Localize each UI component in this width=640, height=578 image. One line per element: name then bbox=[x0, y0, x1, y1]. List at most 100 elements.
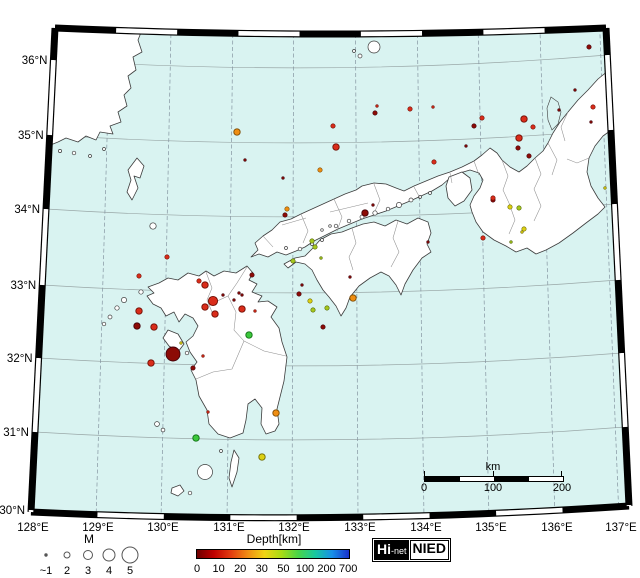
boundary-line bbox=[329, 202, 369, 213]
frame-segment bbox=[622, 426, 632, 506]
boundary-line bbox=[227, 295, 245, 342]
map-frame bbox=[27, 24, 633, 522]
boundary-line bbox=[533, 157, 542, 222]
magnitude-legend-circle bbox=[44, 553, 48, 557]
axis-labels: 36°N 35°N 34°N 33°N 32°N 31°N 30°N 128°E 129°E 13… bbox=[0, 55, 637, 534]
quake-marker bbox=[557, 108, 561, 112]
frame-segment bbox=[605, 54, 614, 131]
frame-segment bbox=[51, 27, 58, 61]
boundary-line bbox=[390, 220, 400, 268]
frame-segment bbox=[496, 507, 563, 516]
island bbox=[58, 149, 62, 153]
meridian-line bbox=[416, 26, 425, 520]
frame-segment bbox=[619, 352, 628, 428]
meridian-line bbox=[539, 26, 556, 520]
coastline bbox=[37, 19, 147, 149]
boundary-line bbox=[300, 213, 309, 244]
boundary-line bbox=[243, 340, 287, 357]
hinet-logo-left: Hi -net bbox=[374, 540, 409, 560]
quake-marker bbox=[520, 115, 528, 123]
quake-marker bbox=[515, 145, 521, 151]
frame-segment bbox=[612, 203, 621, 281]
quake-marker bbox=[375, 104, 379, 108]
island bbox=[297, 246, 303, 252]
quake-marker bbox=[431, 105, 435, 109]
quake-marker bbox=[464, 144, 468, 148]
scalebar-segment bbox=[425, 477, 460, 481]
frame-segment bbox=[32, 357, 41, 433]
boundary-line bbox=[214, 266, 248, 303]
lon-label: 128°E bbox=[17, 522, 49, 534]
scalebar-segment bbox=[459, 477, 494, 481]
depth-legend-title: Depth[km] bbox=[246, 532, 302, 546]
land-coastlines bbox=[37, 19, 640, 497]
quake-marker bbox=[317, 167, 323, 173]
depth-legend: Depth[km] 0 10 20 30 50 100 200 700 bbox=[193, 532, 358, 578]
island bbox=[328, 224, 332, 228]
prefecture-boundaries bbox=[195, 111, 590, 380]
parallel-line bbox=[34, 426, 626, 441]
quake-marker bbox=[431, 159, 437, 165]
quake-marker bbox=[480, 235, 486, 241]
lon-label: 133°E bbox=[344, 522, 376, 534]
quake-marker bbox=[372, 110, 378, 116]
island bbox=[184, 350, 190, 356]
depth-colorbar bbox=[196, 549, 350, 559]
quake-marker bbox=[233, 128, 241, 136]
island bbox=[367, 40, 381, 54]
island bbox=[138, 289, 144, 295]
depth-legend-label: 200 bbox=[317, 563, 336, 575]
depth-legend-label: 700 bbox=[339, 563, 358, 575]
quake-marker bbox=[300, 283, 304, 287]
meridian-line bbox=[477, 26, 490, 520]
frame-segment bbox=[360, 31, 423, 37]
depth-legend-label: 30 bbox=[255, 563, 268, 575]
quake-marker bbox=[319, 256, 323, 260]
quake-marker bbox=[520, 230, 524, 234]
island bbox=[197, 464, 213, 480]
meridian-line bbox=[291, 26, 295, 520]
island bbox=[284, 246, 288, 250]
quake-marker bbox=[320, 324, 326, 330]
island bbox=[346, 218, 352, 224]
island bbox=[71, 150, 77, 156]
quake-marker bbox=[221, 293, 225, 297]
quake-marker bbox=[238, 305, 246, 313]
frame-segment bbox=[47, 59, 56, 136]
quake-marker bbox=[207, 295, 219, 307]
quake-marker bbox=[307, 298, 313, 304]
scalebar-segment bbox=[494, 477, 529, 481]
island bbox=[154, 421, 160, 427]
quake-marker bbox=[290, 258, 296, 264]
quake-marker bbox=[150, 323, 158, 331]
lat-label: 34°N bbox=[14, 204, 40, 216]
quake-marker bbox=[211, 310, 219, 318]
frame-segment bbox=[603, 27, 610, 56]
meridian-line bbox=[226, 26, 234, 520]
depth-legend-label: 100 bbox=[295, 563, 315, 575]
frame-segment bbox=[28, 431, 38, 511]
quake-marker bbox=[509, 240, 513, 244]
quake-marker bbox=[133, 322, 141, 330]
frame-segment bbox=[296, 514, 364, 521]
quake-marker bbox=[201, 281, 209, 289]
quake-marker bbox=[237, 291, 241, 295]
depth-legend-label: 0 bbox=[193, 563, 201, 575]
magnitude-legend-circle bbox=[63, 551, 71, 559]
magnitude-legend-label: 3 bbox=[84, 565, 92, 577]
quake-marker bbox=[243, 158, 247, 162]
quake-marker bbox=[515, 134, 523, 142]
parallel-line bbox=[38, 352, 622, 367]
scalebar-bar bbox=[424, 476, 564, 482]
lake-biwa bbox=[546, 96, 562, 131]
island bbox=[320, 228, 324, 232]
coastline bbox=[126, 157, 145, 201]
map-scalebar: km 0 100 200 bbox=[421, 461, 571, 495]
quake-marker bbox=[240, 293, 244, 297]
quake-marker bbox=[147, 359, 155, 367]
boundary-line bbox=[281, 217, 307, 226]
scalebar-label: 100 bbox=[483, 482, 503, 494]
quake-marker bbox=[324, 305, 330, 311]
